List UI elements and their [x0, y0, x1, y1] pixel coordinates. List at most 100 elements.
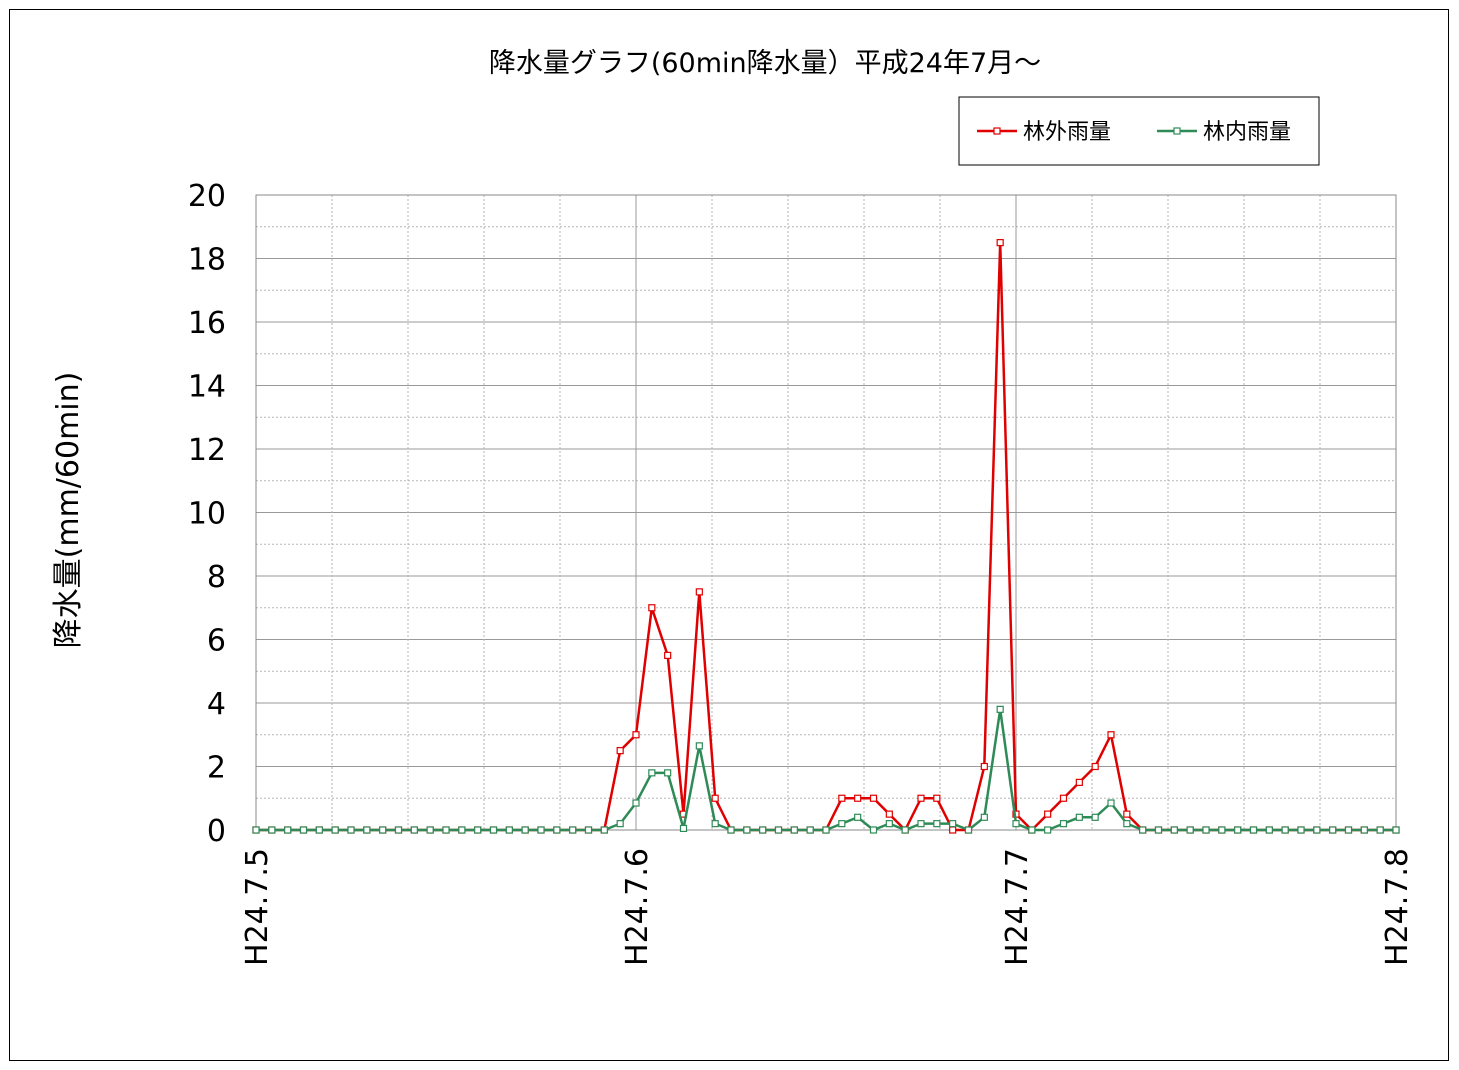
- data-point: [743, 826, 751, 834]
- data-point: [1107, 799, 1115, 807]
- data-point: [1123, 810, 1131, 818]
- data-point: [1154, 826, 1163, 834]
- data-point: [1059, 794, 1068, 802]
- data-point: [505, 826, 513, 834]
- data-point: [537, 826, 545, 834]
- data-point: [347, 826, 355, 834]
- data-point: [458, 826, 466, 834]
- data-point: [854, 813, 862, 821]
- y-tick-label: 12: [188, 433, 226, 468]
- data-point: [1186, 826, 1194, 834]
- data-point: [695, 588, 703, 596]
- y-tick-label: 2: [207, 751, 226, 786]
- data-point: [1059, 820, 1068, 828]
- chart-title: 降水量グラフ(60min降水量）平成24年7月～: [489, 48, 1041, 79]
- data-point: [711, 820, 719, 828]
- data-point: [1075, 813, 1083, 821]
- data-point: [284, 826, 292, 834]
- data-point: [600, 826, 608, 834]
- data-point: [996, 239, 1004, 247]
- y-tick-label: 6: [207, 624, 226, 659]
- data-point: [901, 826, 909, 834]
- data-point: [996, 705, 1004, 713]
- legend-label: 林外雨量: [1023, 120, 1111, 145]
- y-axis-label: 降水量(mm/60min): [51, 372, 86, 649]
- chart-frame: [9, 9, 1449, 1061]
- data-point: [394, 826, 403, 834]
- data-point: [885, 820, 893, 828]
- data-point: [917, 794, 925, 802]
- data-point: [1297, 826, 1305, 834]
- data-point: [759, 826, 767, 834]
- data-point: [553, 826, 561, 834]
- data-point: [1012, 820, 1020, 828]
- data-point: [521, 826, 529, 834]
- data-point: [1392, 826, 1400, 834]
- y-tick-label: 10: [188, 497, 226, 532]
- data-point: [1313, 826, 1321, 834]
- data-point: [933, 794, 941, 802]
- data-point: [379, 826, 387, 834]
- data-point: [790, 826, 798, 834]
- x-tick-label: H24.7.7: [1000, 848, 1035, 966]
- data-point: [964, 826, 973, 834]
- y-tick-label: 20: [188, 179, 226, 214]
- data-point: [474, 826, 482, 834]
- data-point: [1091, 813, 1099, 821]
- data-point: [806, 826, 814, 834]
- data-point: [268, 826, 276, 834]
- data-point: [664, 651, 672, 659]
- data-point: [616, 820, 624, 828]
- data-point: [885, 810, 893, 818]
- data-point: [1091, 762, 1099, 771]
- data-point: [854, 794, 862, 802]
- series: [252, 239, 1400, 834]
- data-point: [315, 826, 323, 834]
- data-point: [1123, 820, 1131, 828]
- data-point: [822, 826, 830, 834]
- y-tick-label: 0: [207, 814, 226, 849]
- series-line-2: [256, 708, 1396, 832]
- data-point: [1044, 810, 1052, 818]
- legend-box: [958, 96, 1320, 166]
- data-point: [299, 826, 308, 834]
- y-tick-label: 16: [188, 306, 226, 341]
- data-point: [1360, 826, 1368, 834]
- data-point: [695, 742, 703, 750]
- legend-marker: [993, 127, 1001, 135]
- data-point: [442, 826, 450, 834]
- legend-marker: [1173, 127, 1181, 135]
- legend-label: 林内雨量: [1203, 120, 1291, 145]
- data-point: [410, 826, 418, 834]
- data-point: [584, 826, 593, 834]
- legend: 林外雨量 林内雨量: [958, 96, 1320, 166]
- data-point: [679, 824, 688, 833]
- x-tick-label: H24.7.6: [620, 848, 655, 966]
- y-tick-label: 8: [207, 560, 226, 595]
- data-point: [664, 769, 672, 777]
- data-point: [1329, 826, 1337, 834]
- y-tick-label: 4: [207, 687, 226, 722]
- data-point: [616, 747, 624, 755]
- data-point: [569, 826, 577, 834]
- data-point: [980, 813, 988, 821]
- axes: 0 2 4 6 8 10 12 14 16 18 20 H24.7.5 H24.7.6 H24.7.7 H2…: [188, 179, 1415, 966]
- data-point: [648, 769, 656, 777]
- data-point: [980, 762, 988, 771]
- data-point: [426, 826, 434, 834]
- data-point: [1170, 826, 1178, 834]
- data-point: [252, 826, 260, 834]
- data-point: [648, 604, 656, 612]
- data-point: [632, 731, 640, 739]
- data-point: [1281, 826, 1289, 834]
- data-point: [869, 826, 878, 834]
- data-point: [1234, 826, 1242, 834]
- data-point: [917, 820, 925, 828]
- data-point: [1075, 778, 1083, 786]
- data-point: [774, 826, 783, 834]
- data-point: [331, 826, 339, 834]
- data-point: [869, 794, 878, 802]
- data-point: [727, 826, 735, 834]
- data-point: [933, 820, 941, 828]
